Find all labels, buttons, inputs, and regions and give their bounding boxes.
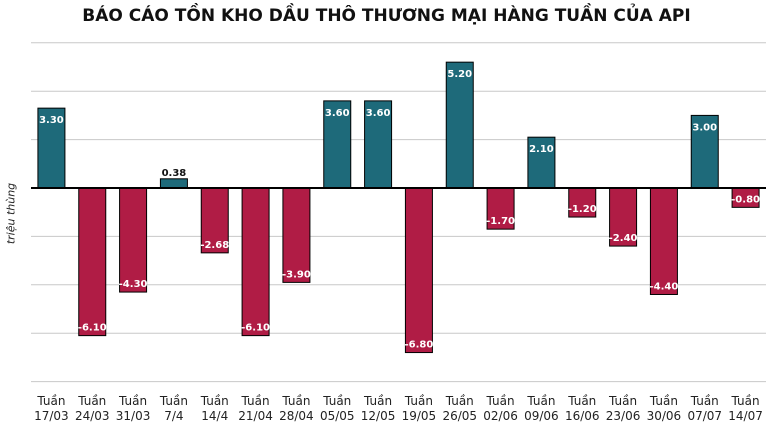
data-label: 3.30 — [39, 115, 64, 126]
data-label: 3.60 — [325, 108, 350, 119]
data-label: -2.40 — [609, 233, 638, 244]
data-label: -4.30 — [119, 279, 148, 290]
data-label: -6.10 — [241, 323, 270, 334]
data-label: -1.20 — [568, 204, 597, 215]
x-tick-label: Tuần — [118, 394, 147, 408]
data-label: -6.10 — [78, 323, 107, 334]
data-label: 5.20 — [447, 69, 472, 80]
x-tick-label: 14/4 — [201, 409, 228, 423]
bar — [609, 187, 638, 247]
bar — [241, 187, 270, 337]
x-tick-label: 12/05 — [361, 409, 396, 423]
x-tick-label: Tuần — [445, 394, 474, 408]
data-label: 0.38 — [162, 168, 187, 179]
x-tick-label: Tuần — [322, 394, 351, 408]
data-label: -4.40 — [650, 281, 679, 292]
x-tick-label: Tuần — [608, 394, 637, 408]
x-tick-label: 14/07 — [728, 409, 763, 423]
x-tick-label: 26/05 — [442, 409, 477, 423]
bar — [404, 187, 433, 354]
bar — [527, 136, 556, 189]
data-label: 2.10 — [529, 144, 554, 155]
x-tick-label: Tuần — [36, 394, 65, 408]
bar — [486, 187, 515, 230]
x-tick-label: 31/03 — [116, 409, 151, 423]
x-tick-label: Tuần — [77, 394, 106, 408]
x-tick-label: 07/07 — [687, 409, 722, 423]
bar — [568, 187, 597, 218]
bar — [159, 178, 188, 189]
x-tick-label: 30/06 — [647, 409, 682, 423]
x-tick-label: Tuần — [404, 394, 433, 408]
bar — [200, 187, 229, 254]
x-tick-label: 24/03 — [75, 409, 110, 423]
x-tick-label: Tuần — [241, 394, 270, 408]
x-tick-label: Tuần — [281, 394, 310, 408]
x-tick-label: Tuần — [567, 394, 596, 408]
x-tick-label: Tuần — [159, 394, 188, 408]
x-tick-label: Tuần — [363, 394, 392, 408]
x-tick-label: Tuần — [200, 394, 229, 408]
x-tick-label: 7/4 — [164, 409, 183, 423]
x-tick-label: Tuần — [526, 394, 555, 408]
x-tick-label: 23/06 — [606, 409, 641, 423]
x-tick-label: Tuần — [731, 394, 760, 408]
x-tick-label: Tuần — [649, 394, 678, 408]
x-tick-label: Tuần — [690, 394, 719, 408]
x-tick-label: 02/06 — [483, 409, 518, 423]
data-label: 3.60 — [366, 108, 391, 119]
x-tick-label: Tuần — [486, 394, 515, 408]
x-tick-label: 05/05 — [320, 409, 355, 423]
data-label: -0.80 — [731, 194, 760, 205]
data-label: -2.68 — [200, 240, 229, 251]
bar — [690, 114, 719, 189]
x-tick-label: 28/04 — [279, 409, 314, 423]
x-tick-label: 09/06 — [524, 409, 559, 423]
data-label: 3.00 — [692, 122, 717, 133]
bar — [119, 187, 148, 293]
data-label: -6.80 — [405, 340, 434, 351]
x-tick-label: 21/04 — [238, 409, 273, 423]
bar — [364, 100, 393, 189]
bar — [445, 61, 474, 189]
x-tick-label: 16/06 — [565, 409, 600, 423]
chart-title: BÁO CÁO TỒN KHO DẦU THÔ THƯƠNG MẠI HÀNG … — [82, 6, 691, 26]
bar — [649, 187, 678, 295]
bar — [282, 187, 311, 283]
bar — [78, 187, 107, 337]
x-tick-label: 17/03 — [34, 409, 69, 423]
data-label: -3.90 — [282, 269, 311, 280]
data-label: -1.70 — [486, 216, 515, 227]
x-tick-label: 19/05 — [402, 409, 437, 423]
